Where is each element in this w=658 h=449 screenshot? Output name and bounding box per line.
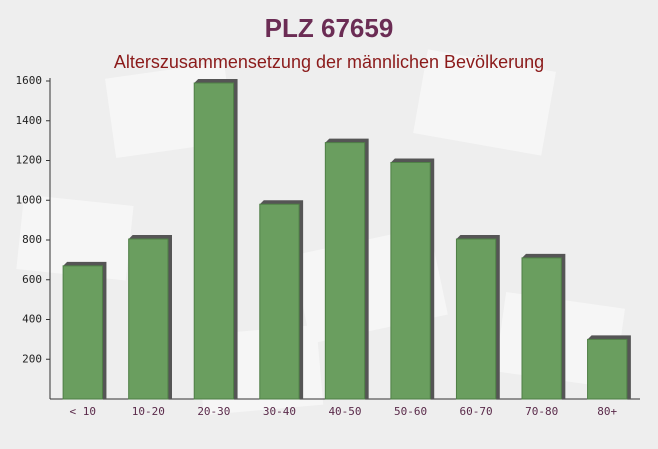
bar xyxy=(259,203,300,400)
x-tick-label: 70-80 xyxy=(525,405,558,418)
chart-subtitle: Alterszusammensetzung der männlichen Bev… xyxy=(114,52,544,72)
y-tick-label: 1200 xyxy=(16,154,43,167)
x-tick-label: 40-50 xyxy=(328,405,361,418)
bar xyxy=(390,161,431,400)
bar xyxy=(128,238,169,400)
x-tick-label: 80+ xyxy=(597,405,617,418)
y-tick-label: 1000 xyxy=(16,193,43,206)
x-tick-label: 20-30 xyxy=(197,405,230,418)
bar xyxy=(324,142,366,400)
bar xyxy=(62,265,103,400)
x-tick-label: 30-40 xyxy=(263,405,296,418)
y-tick-label: 800 xyxy=(22,233,42,246)
y-tick-label: 600 xyxy=(22,273,42,286)
x-tick-label: 50-60 xyxy=(394,405,427,418)
y-tick-label: 400 xyxy=(22,313,42,326)
bar xyxy=(193,82,235,400)
x-tick-label: < 10 xyxy=(70,405,97,418)
bar xyxy=(455,238,497,400)
bar xyxy=(587,338,628,400)
y-tick-label: 1400 xyxy=(16,114,43,127)
chart-title: PLZ 67659 xyxy=(265,13,394,43)
y-tick-label: 200 xyxy=(22,352,42,365)
x-tick-label: 60-70 xyxy=(460,405,493,418)
y-tick-label: 1600 xyxy=(16,74,43,87)
x-tick-label: 10-20 xyxy=(132,405,165,418)
bar xyxy=(521,257,562,400)
